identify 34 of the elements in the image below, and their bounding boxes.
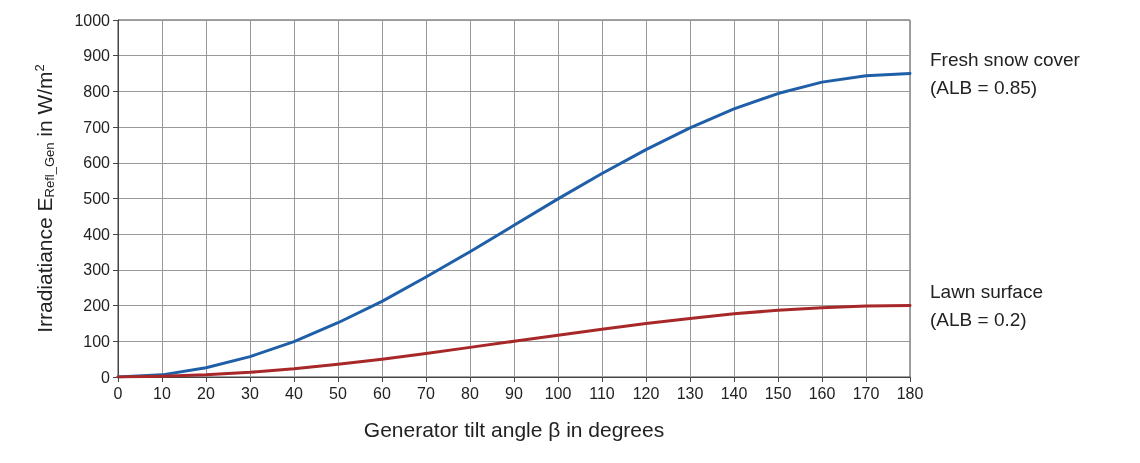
x-tick-label: 150 xyxy=(764,384,792,402)
y-tick-label: 200 xyxy=(83,297,111,315)
y-tick-label: 1000 xyxy=(74,11,111,29)
x-tick-label: 0 xyxy=(113,384,123,402)
y-tick-label: 400 xyxy=(83,225,111,243)
x-tick-label: 180 xyxy=(896,384,924,402)
y-tick-label: 500 xyxy=(83,190,111,207)
y-tick-label: 0 xyxy=(101,368,111,386)
x-tick-label: 80 xyxy=(461,384,479,402)
x-tick-label: 20 xyxy=(197,384,215,402)
series-label: Fresh snow cover (ALB = 0.85) xyxy=(930,49,1081,99)
x-tick-label: 60 xyxy=(373,384,391,402)
y-tick-label: 900 xyxy=(83,47,111,65)
x-tick-label: 40 xyxy=(285,384,303,402)
x-tick-label: 120 xyxy=(632,384,660,402)
x-axis-title: Generator tilt angle β in degrees xyxy=(363,418,665,441)
x-tick-label: 130 xyxy=(676,384,704,402)
x-tick-label: 30 xyxy=(241,384,259,402)
series-label: Lawn surface (ALB = 0.2) xyxy=(930,281,1044,331)
x-tick-label: 170 xyxy=(852,384,880,402)
x-tick-label: 90 xyxy=(505,384,523,402)
x-tick-label: 50 xyxy=(329,384,347,402)
y-axis-title: Irradiatiance ERefl_Gen in W/m2 xyxy=(32,64,57,333)
y-tick-label: 600 xyxy=(83,154,111,172)
y-tick-label: 300 xyxy=(83,261,111,279)
x-tick-label: 10 xyxy=(153,384,171,402)
x-tick-label: 140 xyxy=(720,384,748,402)
y-tick-label: 100 xyxy=(83,332,111,350)
x-tick-label: 70 xyxy=(417,384,435,402)
x-tick-label: 100 xyxy=(544,384,572,402)
y-tick-label: 800 xyxy=(83,82,111,100)
x-tick-label: 160 xyxy=(808,384,836,402)
y-tick-label: 700 xyxy=(83,118,111,136)
x-tick-label: 110 xyxy=(589,384,615,402)
